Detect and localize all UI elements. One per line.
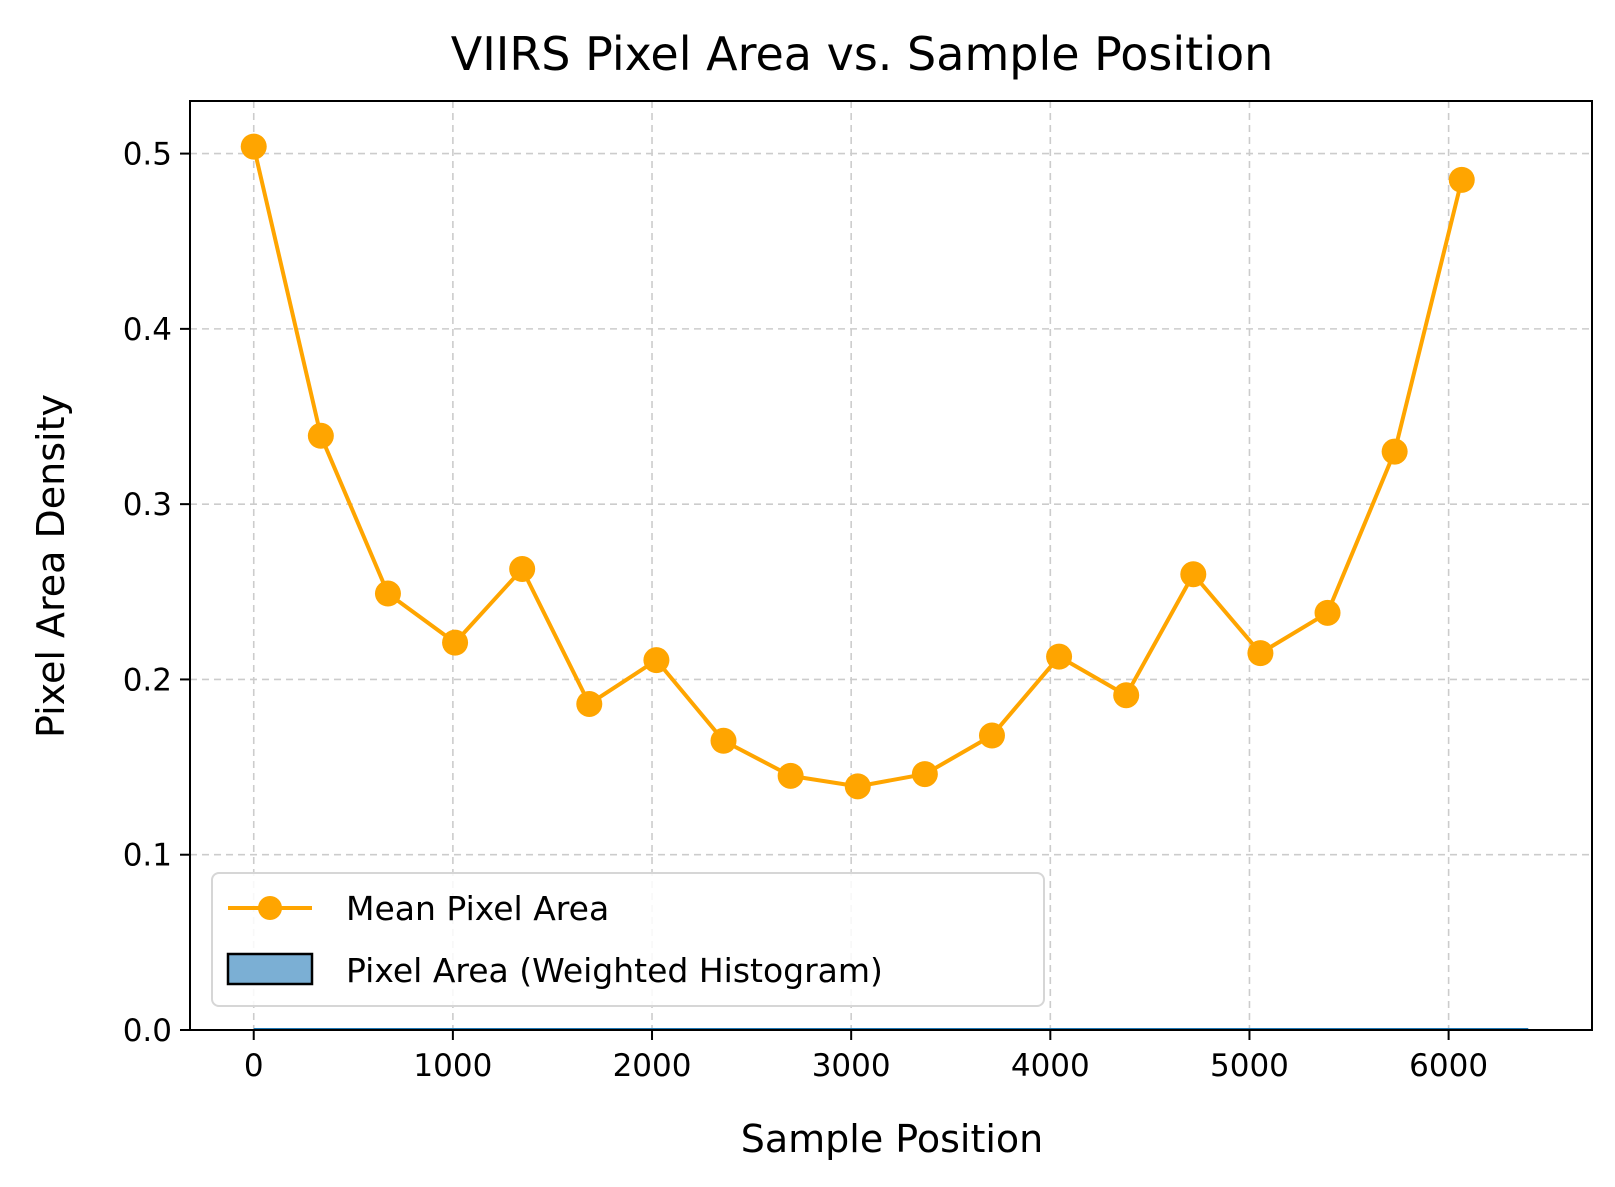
x-tick-label: 0 — [244, 1048, 264, 1084]
x-tick-label: 3000 — [812, 1048, 891, 1084]
y-tick-label: 0.2 — [123, 662, 172, 698]
data-point — [710, 727, 737, 754]
y-tick-label: 0.0 — [123, 1013, 172, 1049]
legend: Mean Pixel Area Pixel Area (Weighted His… — [211, 872, 1045, 1007]
y-tick-label: 0.4 — [123, 312, 172, 348]
data-point — [576, 690, 603, 717]
data-point — [777, 762, 804, 789]
plot-frame — [189, 100, 1593, 1031]
legend-box — [211, 872, 1045, 1007]
data-point — [1113, 682, 1140, 709]
x-axis-title: Sample Position — [741, 1117, 1044, 1161]
legend-marker-swatch — [258, 896, 282, 920]
y-tick-label: 0.1 — [123, 838, 172, 874]
legend-label-mean-pixel-area: Mean Pixel Area — [346, 889, 609, 928]
data-point — [240, 133, 267, 160]
x-tick-label: 4000 — [1011, 1048, 1090, 1084]
x-tick-label: 2000 — [613, 1048, 692, 1084]
x-tick-label: 5000 — [1210, 1048, 1289, 1084]
data-point — [307, 422, 334, 449]
data-point — [1247, 640, 1274, 667]
y-axis-ticks: 0.0 0.1 0.2 0.3 0.4 0.5 — [123, 137, 190, 1049]
data-point — [1180, 561, 1207, 588]
x-tick-label: 6000 — [1409, 1048, 1488, 1084]
chart-title: VIIRS Pixel Area vs. Sample Position — [451, 27, 1274, 81]
data-point — [1381, 438, 1408, 465]
x-tick-label: 1000 — [413, 1048, 492, 1084]
data-point — [643, 647, 670, 674]
marker-layer — [240, 133, 1475, 800]
data-point — [374, 580, 401, 607]
data-point — [978, 722, 1005, 749]
y-axis-title: Pixel Area Density — [29, 394, 73, 738]
data-point — [509, 556, 536, 583]
data-point — [1314, 599, 1341, 626]
legend-label-weighted-histogram: Pixel Area (Weighted Histogram) — [346, 951, 883, 990]
x-axis-ticks: 0 1000 2000 3000 4000 5000 6000 — [244, 1030, 1488, 1084]
data-point — [911, 761, 938, 788]
data-point — [844, 773, 871, 800]
data-point — [1448, 166, 1475, 193]
data-point — [1046, 643, 1073, 670]
legend-histogram-swatch — [226, 952, 314, 986]
data-point — [442, 629, 469, 656]
y-tick-label: 0.5 — [123, 137, 172, 173]
y-tick-label: 0.3 — [123, 487, 172, 523]
